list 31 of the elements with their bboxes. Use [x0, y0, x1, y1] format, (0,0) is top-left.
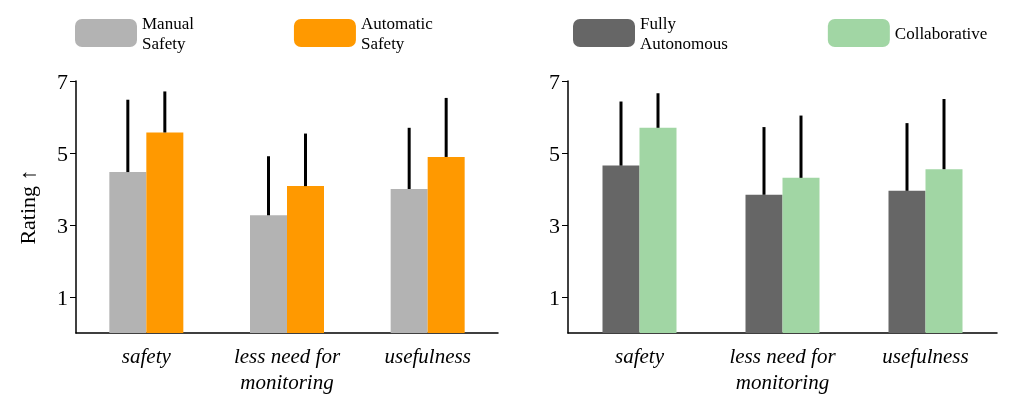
legend-label: Collaborative — [894, 23, 988, 43]
x-tick-label: safety — [615, 344, 665, 368]
bar — [888, 190, 926, 333]
bar — [782, 177, 820, 333]
bar — [287, 186, 324, 333]
bar — [602, 165, 640, 333]
bar — [146, 132, 184, 333]
x-tick-label: usefulness — [882, 344, 969, 368]
bar — [745, 194, 783, 333]
legend-label: Automatic Safety — [360, 13, 434, 53]
legend-label: Fully Autonomous — [640, 13, 728, 53]
bar — [427, 156, 465, 333]
y-tick-label: 1 — [57, 284, 68, 310]
x-tick-label: less need for monitoring — [233, 344, 341, 394]
y-tick-label: 7 — [57, 68, 68, 94]
bar — [109, 172, 147, 333]
bar — [639, 127, 677, 333]
y-tick-label: 3 — [549, 212, 560, 238]
y-tick-label: 1 — [549, 284, 560, 310]
bar — [390, 189, 428, 333]
y-tick-label: 5 — [57, 140, 68, 166]
bar — [925, 169, 963, 333]
x-tick-label: safety — [121, 344, 172, 368]
x-tick-label: usefulness — [384, 344, 471, 368]
y-axis-title: Rating ↑ — [14, 169, 40, 245]
bar — [250, 215, 287, 333]
y-tick-label: 5 — [549, 140, 560, 166]
x-tick-label: less need for monitoring — [729, 344, 837, 394]
legend-label: Manual Safety — [142, 13, 195, 53]
y-tick-label: 3 — [57, 212, 68, 238]
y-tick-label: 7 — [549, 68, 560, 94]
